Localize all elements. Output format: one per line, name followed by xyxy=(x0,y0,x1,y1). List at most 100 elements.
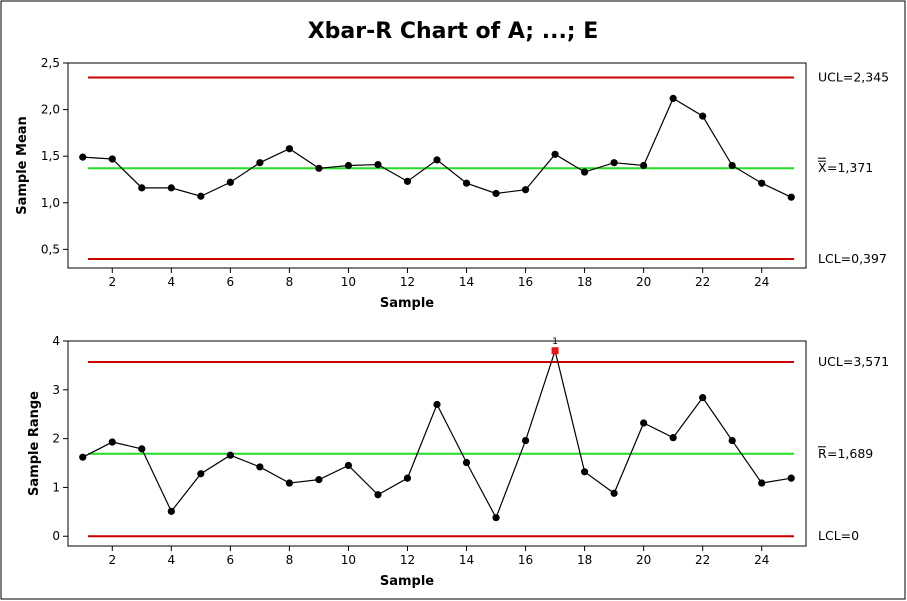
range-data-point xyxy=(403,474,412,482)
range-x-tick-label: 12 xyxy=(400,553,415,567)
xbar-plot-area xyxy=(67,62,807,269)
range-data-point xyxy=(79,453,87,461)
xbar-data-point xyxy=(521,186,530,194)
xbar-panel: 0,51,01,52,02,52 4 6 8 10 12 14 16 18 20 22 24Sampl… xyxy=(15,56,889,311)
xbar-x-tick-label: 14 xyxy=(459,275,474,289)
xbar-y-tick-label: 2,0 xyxy=(41,103,60,117)
xbar-x-tick-label: 2 xyxy=(108,275,116,289)
range-y-tick-label: 3 xyxy=(52,383,60,397)
xbar-center-label: =1,371 xyxy=(827,160,873,175)
range-data-point xyxy=(226,451,234,459)
xbar-data-point xyxy=(226,178,234,186)
range-x-tick-label: 16 xyxy=(518,553,533,567)
range-data-point xyxy=(138,445,146,453)
xbar-data-point xyxy=(758,179,766,187)
range-x-tick-label: 2 xyxy=(108,553,116,567)
xbar-data-point xyxy=(462,179,471,187)
range-out-of-control-flag: 1 xyxy=(552,337,558,347)
xbar-x-tick-label: 18 xyxy=(577,275,592,289)
xbar-data-point xyxy=(581,168,589,176)
range-x-axis-title: Sample xyxy=(380,574,434,589)
range-x-tick-label: 22 xyxy=(695,553,710,567)
xbar-y-tick-label: 1,0 xyxy=(41,196,60,210)
xbar-data-point xyxy=(403,177,412,185)
xbar-y-tick-label: 0,5 xyxy=(41,242,60,256)
range-out-of-control-point xyxy=(551,347,559,355)
range-data-point xyxy=(758,479,766,487)
range-data-point xyxy=(462,458,471,467)
xbar-x-tick-label: 22 xyxy=(695,275,710,289)
range-data-point xyxy=(197,470,205,478)
range-y-axis-title: Sample Range xyxy=(27,391,42,496)
xbar-data-point xyxy=(285,145,293,153)
range-plot-area xyxy=(67,340,807,547)
xbar-data-point xyxy=(640,161,648,170)
xbar-data-point xyxy=(79,153,87,161)
xbar-lcl-label: LCL=0,397 xyxy=(818,251,887,266)
chart-title: Xbar-R Chart of A; ...; E xyxy=(308,19,599,44)
range-center-label: =1,689 xyxy=(827,446,873,461)
range-lcl-label: LCL=0 xyxy=(818,528,859,543)
xbar-x-tick-label: 10 xyxy=(341,275,356,289)
xbar-data-point xyxy=(374,160,382,169)
xbar-ucl-label: UCL=2,345 xyxy=(818,69,889,84)
xbar-x-tick-label: 4 xyxy=(167,275,175,289)
range-x-tick-label: 10 xyxy=(341,553,356,567)
xbar-data-point xyxy=(433,156,441,164)
range-center-symbol: R xyxy=(818,446,827,461)
xbar-data-point xyxy=(108,155,116,163)
range-data-point xyxy=(581,468,589,476)
xbar-center-symbol: X xyxy=(818,160,827,175)
range-x-tick-label: 4 xyxy=(167,553,175,567)
range-data-point xyxy=(787,474,795,482)
range-x-tick-label: 18 xyxy=(577,553,592,567)
xbar-data-point xyxy=(699,112,707,120)
xbar-data-point xyxy=(197,192,205,200)
range-data-point xyxy=(167,507,175,515)
range-x-tick-label: 24 xyxy=(754,553,769,567)
xbar-x-tick-label: 8 xyxy=(286,275,294,289)
range-data-point xyxy=(669,434,677,442)
xbar-data-point xyxy=(167,184,175,192)
range-data-point xyxy=(492,514,500,522)
range-x-tick-label: 8 xyxy=(286,553,294,567)
xbar-x-axis-title: Sample xyxy=(380,296,434,311)
range-y-tick-label: 2 xyxy=(52,432,60,446)
xbar-x-tick-label: 24 xyxy=(754,275,769,289)
range-y-tick-label: 1 xyxy=(52,480,60,494)
xbar-y-axis-title: Sample Mean xyxy=(15,116,30,215)
xbar-x-tick-label: 20 xyxy=(636,275,651,289)
range-data-point xyxy=(374,491,382,499)
xbar-data-point xyxy=(138,184,146,192)
range-x-tick-label: 14 xyxy=(459,553,474,567)
range-data-point xyxy=(256,463,264,471)
range-data-point xyxy=(285,479,293,487)
xbar-data-point xyxy=(669,94,677,103)
xbar-x-tick-label: 12 xyxy=(400,275,415,289)
xbar-data-point xyxy=(492,189,500,198)
xbar-data-point xyxy=(344,161,353,170)
xbar-x-tick-label: 16 xyxy=(518,275,533,289)
xbar-y-tick-label: 2,5 xyxy=(41,56,60,70)
range-data-point xyxy=(108,438,116,446)
range-data-point xyxy=(521,436,530,445)
range-data-point xyxy=(699,394,707,402)
range-data-point xyxy=(640,419,648,427)
range-y-tick-label: 4 xyxy=(52,334,60,348)
xbar-data-point xyxy=(728,161,736,170)
range-x-tick-label: 6 xyxy=(227,553,235,567)
range-x-tick-label: 20 xyxy=(636,553,651,567)
range-data-point xyxy=(315,476,323,484)
range-data-point xyxy=(728,436,736,445)
range-data-point xyxy=(610,489,618,497)
xbar-data-point xyxy=(315,164,323,172)
xbar-x-tick-label: 6 xyxy=(227,275,235,289)
xbar-data-point xyxy=(256,159,264,167)
xbar-data-point xyxy=(787,193,795,201)
range-data-point xyxy=(344,461,353,470)
xbar-data-point xyxy=(610,159,618,167)
range-ucl-label: UCL=3,571 xyxy=(818,354,889,369)
range-data-point xyxy=(433,400,441,409)
